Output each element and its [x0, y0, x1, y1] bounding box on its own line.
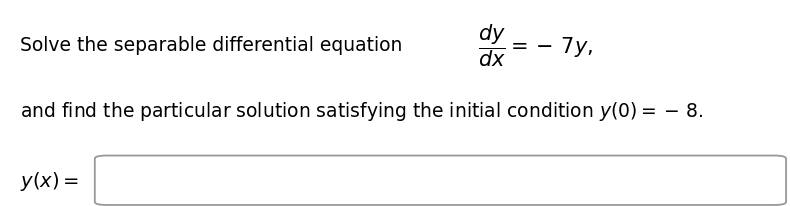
Text: and find the particular solution satisfying the initial condition $y(0) = -\,8.$: and find the particular solution satisfy… — [20, 100, 703, 123]
Text: Solve the separable differential equation: Solve the separable differential equatio… — [20, 36, 408, 55]
Text: $y(x) =$: $y(x) =$ — [20, 170, 79, 193]
FancyBboxPatch shape — [95, 156, 786, 205]
Text: $\dfrac{dy}{dx} = -\,7y,$: $\dfrac{dy}{dx} = -\,7y,$ — [478, 22, 593, 69]
